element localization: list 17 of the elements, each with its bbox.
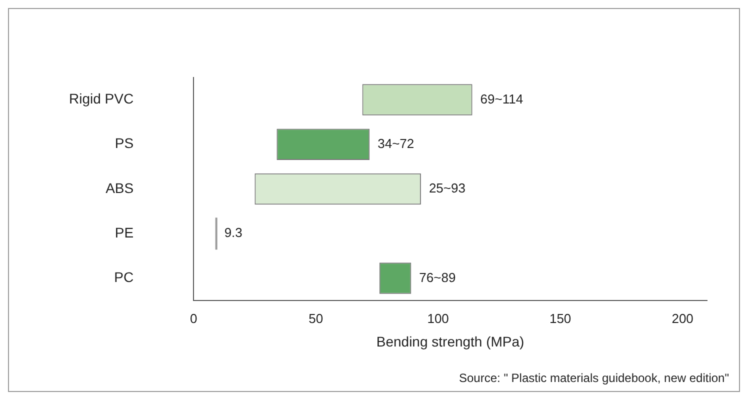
y-tick-label: PE [114,224,134,240]
y-tick-label: Rigid PVC [68,90,134,107]
annotation: 34~72 [378,136,414,151]
x-tick-label: 0 [190,310,198,326]
x-tick-label: 100 [427,310,449,326]
x-axis-title: Bending strength (MPa) [376,333,524,350]
x-tick-label: 200 [672,310,694,326]
annotation: 25~93 [428,180,466,196]
source-note: Source: " Plastic materials guidebook, new edition" [458,370,730,387]
y-tick-label: ABS [106,180,134,196]
y-tick-label: PS [114,135,134,152]
x-tick-label: 150 [549,310,572,326]
y-tick-label: PC [114,269,134,286]
annotation: 9.3 [224,225,242,240]
annotation: 69~114 [480,91,524,106]
x-tick-label: 50 [308,310,324,326]
annotation: 76~89 [419,270,456,285]
